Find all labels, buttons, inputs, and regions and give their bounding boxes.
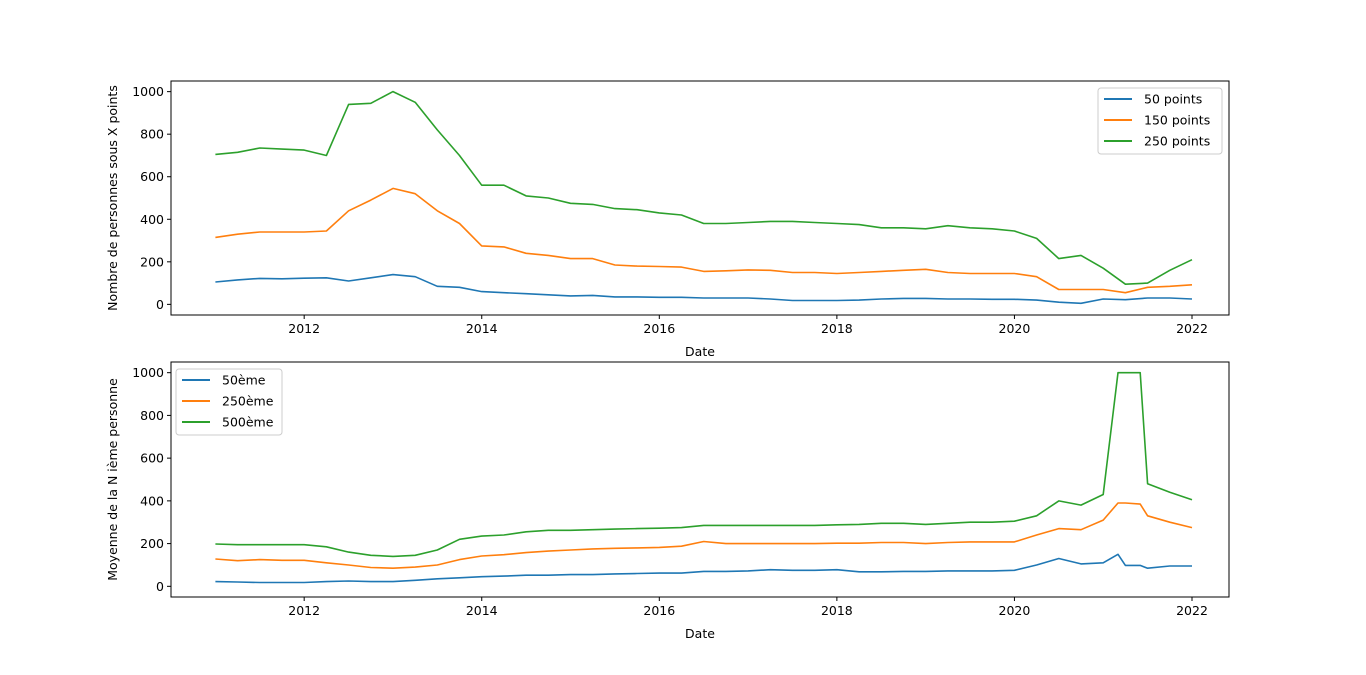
x-tick-label: 2014 xyxy=(466,603,498,618)
x-tick-label: 2022 xyxy=(1176,321,1208,336)
y-tick-label: 1000 xyxy=(132,84,164,99)
y-tick-label: 1000 xyxy=(132,365,164,380)
axes-frame xyxy=(170,80,1230,316)
y-axis-label: Nombre de personnes sous X points xyxy=(105,85,120,311)
series-line-2 xyxy=(215,187,1193,294)
legend-box xyxy=(175,368,283,436)
x-tick-label: 2012 xyxy=(288,321,320,336)
y-tick-label: 200 xyxy=(140,536,164,551)
legend-entry: 150 points xyxy=(1144,113,1210,128)
legend-entry: 50ème xyxy=(222,373,266,388)
x-tick-label: 2020 xyxy=(999,321,1031,336)
legend: 50 points 150 points 250 points xyxy=(1097,87,1223,155)
x-axis-label: Date xyxy=(685,344,715,359)
y-tick-label: 600 xyxy=(140,169,164,184)
axes-frame xyxy=(170,361,1230,598)
y-tick-label: 400 xyxy=(140,493,164,508)
y-tick-label: 400 xyxy=(140,212,164,227)
y-axis-label: Moyenne de la N ième personne xyxy=(105,378,120,581)
legend-entry: 250 points xyxy=(1144,134,1210,149)
x-tick-label: 2016 xyxy=(643,321,675,336)
y-tick-label: 200 xyxy=(140,254,164,269)
x-tick-label: 2020 xyxy=(999,603,1031,618)
x-axis-label: Date xyxy=(685,626,715,641)
x-tick-label: 2016 xyxy=(643,603,675,618)
series-line-1 xyxy=(215,273,1193,305)
series-line-1 xyxy=(215,553,1192,584)
y-tick-label: 800 xyxy=(140,408,164,423)
x-tick-label: 2014 xyxy=(466,321,498,336)
x-tick-label: 2012 xyxy=(288,603,320,618)
legend-box xyxy=(1097,87,1223,155)
series-line-3 xyxy=(215,371,1193,558)
y-tick-label: 0 xyxy=(156,297,164,312)
x-tick-label: 2022 xyxy=(1176,603,1208,618)
legend-entry: 250ème xyxy=(222,394,274,409)
y-tick-label: 0 xyxy=(156,579,164,594)
y-tick-label: 600 xyxy=(140,451,164,466)
x-tick-label: 2018 xyxy=(821,603,853,618)
y-tick-label: 800 xyxy=(140,127,164,142)
legend-entry: 500ème xyxy=(222,415,274,430)
series-line-2 xyxy=(215,502,1193,570)
legend-entry: 50 points xyxy=(1144,92,1202,107)
chart-panel-1: 2012 2014 2016 2018 2020 2022 0 200 400 600 800 100… xyxy=(105,80,1230,359)
x-tick-label: 2018 xyxy=(821,321,853,336)
legend: 50ème 250ème 500ème xyxy=(175,368,283,436)
series-line-3 xyxy=(215,90,1193,286)
chart-panel-2: 2012 2014 2016 2018 2020 2022 0 200 400 600 800 100… xyxy=(105,361,1230,641)
